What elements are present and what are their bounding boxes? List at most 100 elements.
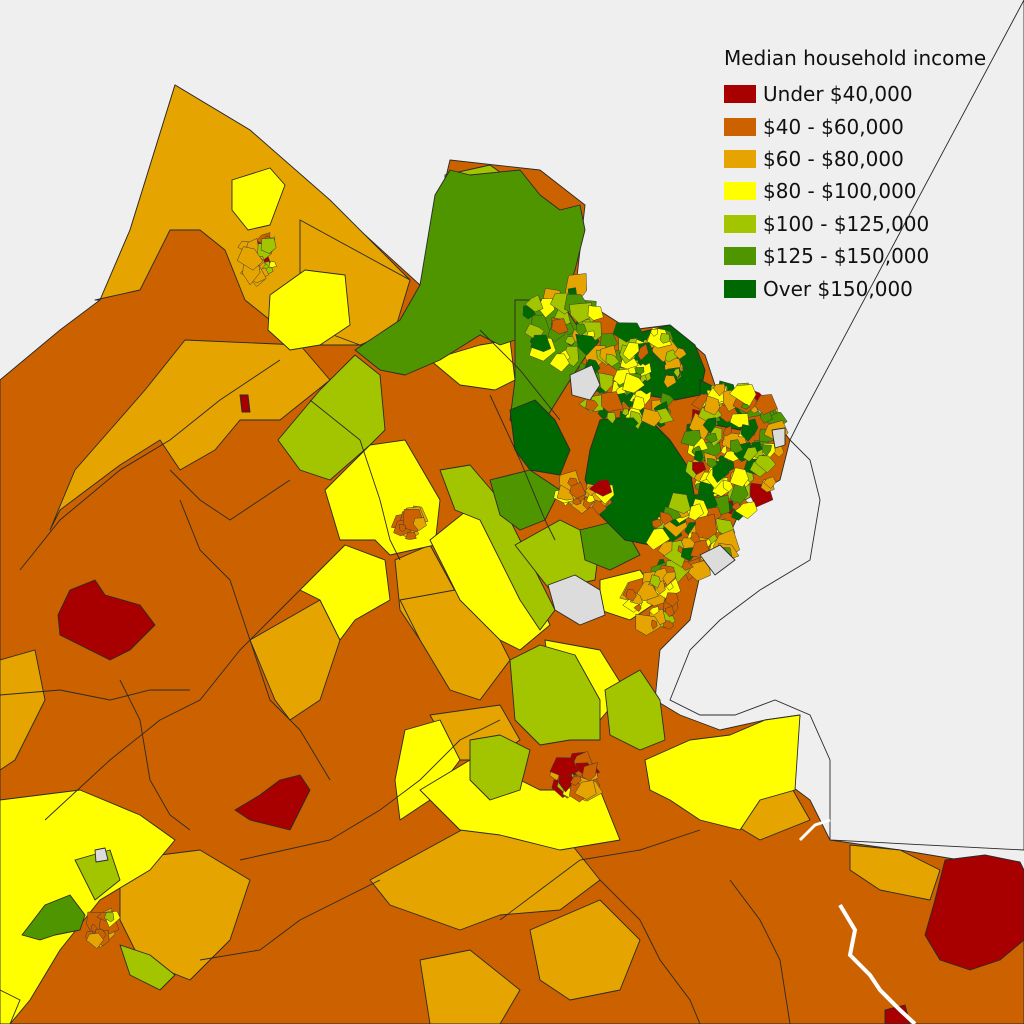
census-tract [731, 501, 741, 511]
no-data-sw [94, 847, 109, 863]
census-tract [649, 574, 661, 589]
legend-item: $100 - $125,000 [724, 208, 1014, 240]
legend-label: Over $150,000 [763, 276, 913, 301]
legend-swatch [724, 149, 756, 168]
census-tract [600, 391, 624, 412]
region-orange-red [234, 774, 311, 831]
legend-swatch [724, 279, 756, 298]
census-tract [405, 531, 417, 540]
census-tract [588, 479, 613, 497]
census-tract [268, 260, 277, 268]
census-tract [673, 347, 687, 360]
census-tract [260, 237, 277, 254]
region-winchester-north-yellow [231, 167, 286, 231]
legend-title: Median household income [724, 46, 987, 70]
census-tract [659, 511, 674, 526]
census-tract [574, 779, 597, 800]
census-tract [631, 395, 645, 411]
region-sw-green [21, 894, 86, 941]
census-tract [657, 541, 673, 557]
census-tract [605, 353, 620, 367]
no-data-quantico [547, 574, 606, 626]
region-stafford-green-east [604, 669, 666, 751]
census-tract [623, 417, 639, 432]
census-tract [551, 318, 569, 335]
census-tract [720, 445, 728, 455]
census-tract [236, 246, 264, 271]
census-tract [575, 333, 598, 356]
census-tract [549, 353, 570, 373]
census-tract [564, 336, 576, 346]
census-tract [413, 517, 427, 532]
legend-items: Under $40,000 $40 - $60,000 $60 - $80,000 $… [724, 78, 1014, 305]
census-tract [707, 457, 718, 469]
census-tract [673, 367, 681, 379]
no-data-fort [699, 544, 736, 576]
census-tract [662, 620, 675, 630]
census-tract [693, 450, 704, 463]
census-tract [569, 481, 587, 499]
census-tract [740, 424, 754, 442]
census-tract [690, 532, 701, 543]
no-data-dc-edge [771, 427, 786, 449]
tract-mosaic [85, 232, 789, 949]
legend-label: $60 - $80,000 [763, 146, 904, 171]
census-tract [722, 425, 732, 437]
census-tract [692, 462, 707, 476]
census-tract [606, 412, 616, 424]
census-tract [622, 342, 640, 361]
census-tract [612, 322, 643, 343]
census-tract [680, 429, 701, 447]
census-tract [729, 413, 750, 428]
census-tract [585, 397, 599, 412]
legend-label: $40 - $60,000 [763, 114, 904, 139]
region-fauquier-yellow-south [299, 544, 391, 641]
legend-swatch [724, 247, 756, 266]
census-tract [663, 368, 671, 376]
census-tract [650, 328, 658, 337]
census-tract [704, 432, 718, 444]
census-tract [664, 592, 679, 607]
legend-item: Over $150,000 [724, 272, 1014, 304]
water-potomac [669, 0, 1024, 851]
region-east-red [924, 854, 1024, 971]
census-tract [569, 775, 582, 786]
census-tract [703, 395, 720, 416]
region-stafford-green [509, 644, 601, 746]
census-tract [754, 455, 777, 474]
census-tract [754, 394, 778, 415]
census-tract [761, 444, 772, 457]
legend-swatch [724, 214, 756, 233]
census-tract [640, 408, 662, 428]
county-boundaries [0, 329, 791, 1024]
legend-label: Under $40,000 [763, 82, 913, 107]
region-sw-yellow [0, 789, 176, 1024]
census-tract [575, 323, 587, 337]
census-tract [635, 613, 662, 636]
census-tract [730, 439, 744, 454]
census-tract [651, 619, 658, 630]
census-tract [587, 305, 604, 321]
census-tract [695, 513, 718, 540]
legend-label: $100 - $125,000 [763, 211, 930, 236]
census-tract [398, 524, 406, 533]
region-kinggeorge-orange [849, 844, 941, 901]
census-tract [633, 604, 642, 612]
census-tract [586, 494, 596, 504]
region-south-yellow [0, 989, 21, 1024]
census-tract [645, 528, 671, 551]
census-tract [712, 383, 725, 397]
region-south-orange [529, 899, 641, 1001]
census-tract [675, 385, 688, 398]
region-prince-william-green [439, 464, 556, 631]
legend-item: $80 - $100,000 [724, 175, 1014, 207]
census-tract [634, 367, 645, 376]
region-clarke-yellow [267, 269, 351, 351]
census-tract [629, 410, 643, 430]
region-loudoun-dark [509, 399, 571, 476]
legend-swatch [724, 117, 756, 136]
census-tract [103, 912, 115, 923]
region-southwest-orange [119, 849, 251, 981]
legend-item: $60 - $80,000 [724, 143, 1014, 175]
region-kinggeorge-yellow [644, 714, 801, 831]
